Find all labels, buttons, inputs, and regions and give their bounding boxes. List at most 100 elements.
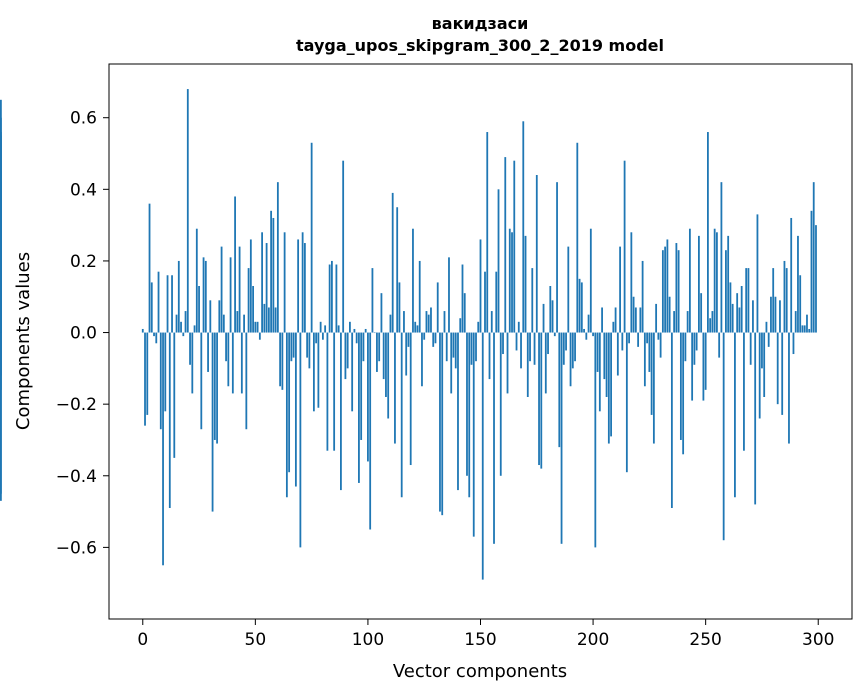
bar	[785, 268, 788, 333]
bar	[695, 332, 698, 351]
bar	[529, 332, 531, 362]
bar	[256, 321, 259, 333]
bar	[202, 257, 205, 333]
bar	[497, 189, 500, 333]
bar	[569, 332, 572, 387]
bar	[162, 332, 164, 566]
x-tick-label: 50	[245, 630, 267, 650]
y-tick-label: 0.2	[70, 252, 97, 272]
bar	[382, 332, 385, 380]
bar	[472, 332, 475, 537]
bar	[661, 250, 664, 333]
bar	[367, 332, 369, 462]
bar	[376, 332, 378, 372]
bar	[567, 246, 570, 333]
bar	[598, 332, 601, 412]
y-tick-label: 0.4	[70, 180, 97, 200]
bar	[371, 268, 374, 333]
bar	[815, 225, 817, 333]
bar	[652, 332, 655, 444]
bar	[274, 307, 277, 333]
bar	[790, 217, 793, 333]
bar	[763, 332, 766, 397]
bar	[686, 311, 689, 333]
bar	[378, 332, 381, 362]
bar	[779, 300, 781, 333]
bar	[211, 332, 214, 512]
bar	[648, 332, 651, 372]
bar	[301, 232, 304, 333]
bar	[182, 332, 185, 337]
bar	[729, 282, 732, 333]
bar	[407, 332, 410, 347]
bar	[592, 332, 594, 337]
bar	[565, 332, 567, 351]
bar	[364, 328, 367, 333]
bar	[439, 332, 441, 512]
bar	[479, 239, 482, 333]
bar	[209, 300, 212, 333]
bar	[504, 157, 507, 333]
x-tick-label: 200	[577, 630, 609, 650]
bar	[294, 332, 297, 487]
bar	[682, 332, 685, 455]
bar	[758, 332, 761, 419]
bar	[207, 332, 209, 372]
bar	[747, 268, 750, 333]
bar	[535, 175, 538, 333]
bar	[515, 332, 518, 351]
bar	[342, 160, 345, 333]
bar	[770, 296, 772, 333]
bar	[405, 332, 408, 376]
bar	[792, 332, 795, 355]
bar	[177, 260, 180, 333]
bar	[398, 282, 401, 333]
bar	[499, 332, 502, 476]
bar	[738, 307, 741, 333]
bar	[623, 160, 626, 333]
bar	[776, 332, 779, 405]
bar	[736, 293, 739, 333]
bar	[321, 332, 324, 340]
bar	[454, 332, 457, 369]
bar	[276, 182, 279, 333]
bar	[486, 132, 489, 333]
bar	[317, 332, 320, 408]
bar	[385, 332, 387, 397]
bar	[312, 332, 315, 412]
bar	[560, 332, 563, 544]
bar	[688, 228, 691, 333]
bar	[229, 257, 232, 333]
bar	[254, 321, 257, 333]
bar	[713, 228, 716, 333]
bar	[153, 332, 155, 337]
x-tick-label: 150	[464, 630, 496, 650]
bar	[574, 332, 576, 362]
bar	[265, 243, 268, 333]
bar	[772, 268, 775, 333]
bar	[806, 314, 808, 333]
bar	[544, 332, 547, 394]
bar	[258, 332, 261, 340]
bar	[576, 142, 579, 333]
bar	[225, 332, 227, 362]
bar	[540, 332, 543, 469]
bar	[328, 264, 331, 333]
bar	[556, 182, 558, 333]
bar	[547, 332, 549, 355]
bar	[369, 332, 372, 530]
bar	[502, 332, 504, 355]
bar	[333, 332, 336, 451]
bar	[553, 332, 556, 337]
bar	[306, 332, 309, 358]
plot-frame	[108, 63, 853, 620]
bar	[720, 182, 723, 333]
bar	[466, 332, 468, 476]
bar	[175, 314, 178, 333]
bar	[448, 257, 450, 333]
bar	[450, 332, 453, 394]
bar	[797, 235, 799, 333]
bar	[191, 332, 194, 394]
bar	[589, 228, 592, 333]
bar	[594, 332, 597, 548]
